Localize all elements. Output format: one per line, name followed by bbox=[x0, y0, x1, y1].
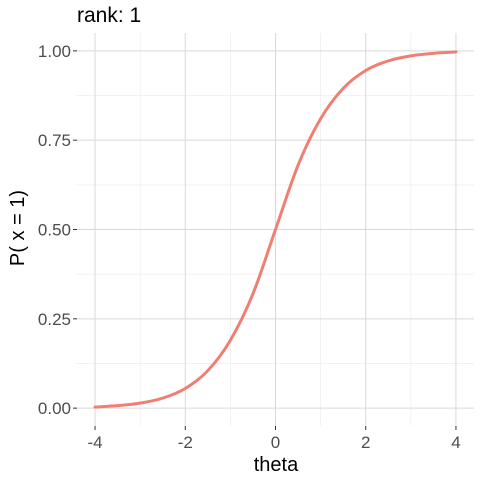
x-tick-label: 0 bbox=[271, 433, 280, 452]
x-tick-label: 4 bbox=[451, 433, 460, 452]
y-tick-label: 0.50 bbox=[38, 221, 71, 240]
chart-title: rank: 1 bbox=[77, 4, 141, 27]
x-axis-title: theta bbox=[254, 454, 299, 476]
y-axis-title: P( x = 1) bbox=[7, 190, 29, 266]
x-tick-label: 2 bbox=[361, 433, 370, 452]
series-layer bbox=[93, 50, 458, 409]
axis-ticks: -4 -2 0 2 4 0.00 0.25 0.50 0.75 1.00 bbox=[38, 42, 461, 452]
y-tick-label: 0.25 bbox=[38, 310, 71, 329]
y-tick-label: 0.00 bbox=[38, 399, 71, 418]
x-tick-label: -2 bbox=[178, 433, 193, 452]
y-tick-label: 0.75 bbox=[38, 131, 71, 150]
y-tick-label: 1.00 bbox=[38, 42, 71, 61]
series-line bbox=[93, 50, 458, 409]
x-tick-label: -4 bbox=[87, 433, 102, 452]
grid bbox=[77, 33, 474, 426]
